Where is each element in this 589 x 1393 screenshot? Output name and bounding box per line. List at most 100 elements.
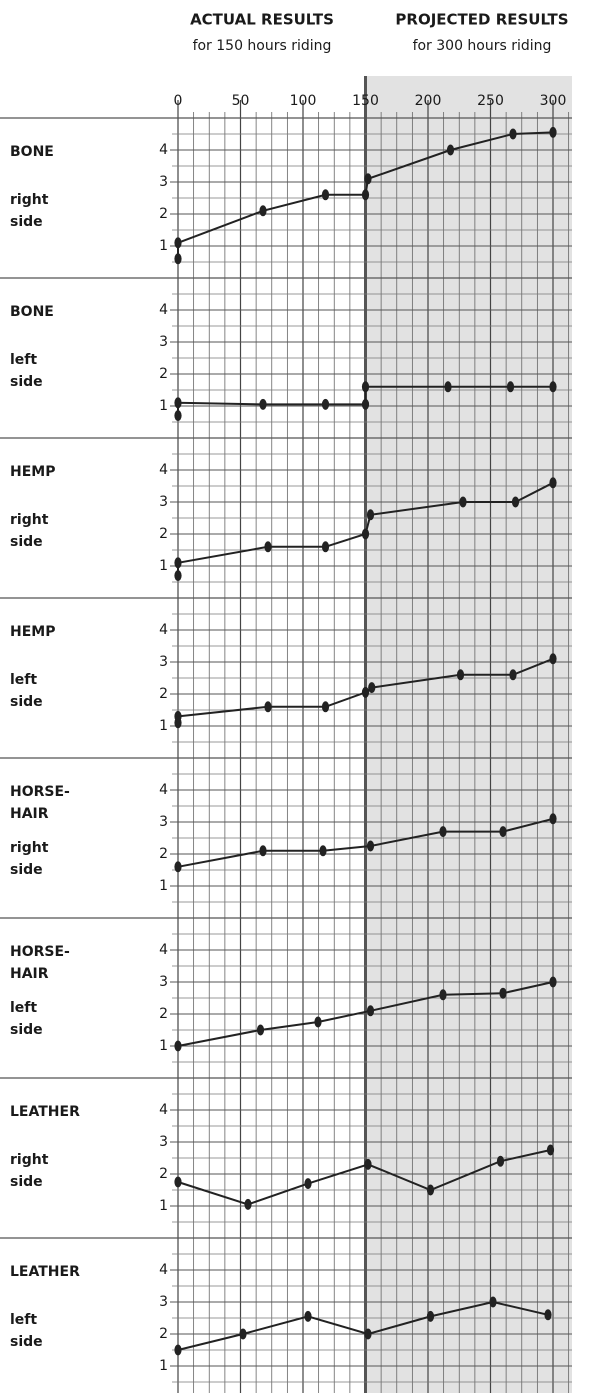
data-point — [361, 189, 370, 201]
panel-label: side — [10, 1174, 43, 1190]
data-point — [549, 976, 557, 988]
data-point — [264, 701, 272, 713]
data-point — [239, 1328, 247, 1340]
y-tick-label: 3 — [159, 1134, 168, 1150]
panel-label: side — [10, 374, 43, 390]
y-tick-label: 1 — [159, 558, 168, 574]
panel-label: left — [10, 352, 37, 368]
data-point — [366, 840, 375, 852]
data-point — [549, 653, 557, 665]
y-tick-label: 2 — [159, 1166, 168, 1182]
data-point — [361, 528, 370, 540]
panel-label: right — [10, 1152, 49, 1168]
y-tick-label: 4 — [159, 1102, 168, 1118]
actual-header: ACTUAL RESULTS — [190, 11, 334, 29]
data-point — [304, 1178, 312, 1190]
data-point — [304, 1310, 312, 1322]
data-point — [446, 144, 455, 156]
data-point — [549, 477, 557, 489]
y-tick-label: 2 — [159, 846, 168, 862]
data-point — [259, 205, 267, 217]
grid — [0, 76, 572, 1393]
panel-label: HORSE- — [10, 784, 70, 800]
actual-subheader: for 150 hours riding — [193, 38, 332, 54]
panel-label: HAIR — [10, 966, 49, 982]
panel-label: LEATHER — [10, 1104, 80, 1120]
y-tick-label: 3 — [159, 814, 168, 830]
y-tick-label: 1 — [159, 1198, 168, 1214]
data-point — [361, 381, 370, 393]
data-point — [544, 1309, 552, 1321]
data-point — [549, 381, 557, 393]
data-point — [174, 410, 182, 422]
data-point — [361, 398, 370, 410]
data-point — [426, 1310, 435, 1322]
panel-label: side — [10, 534, 43, 550]
data-point — [321, 701, 330, 713]
data-point — [489, 1296, 497, 1308]
panel-label: side — [10, 1022, 43, 1038]
y-tick-label: 1 — [159, 718, 168, 734]
y-tick-label: 2 — [159, 526, 168, 542]
y-tick-label: 3 — [159, 334, 168, 350]
y-tick-label: 2 — [159, 206, 168, 222]
data-point — [549, 126, 557, 138]
data-point — [439, 989, 447, 1001]
data-point — [321, 189, 330, 201]
data-point — [244, 1198, 252, 1210]
y-tick-label: 1 — [159, 878, 168, 894]
data-point — [174, 710, 182, 722]
panel-label: LEATHER — [10, 1264, 80, 1280]
data-point — [174, 861, 182, 873]
data-point — [456, 669, 465, 681]
data-point — [549, 813, 557, 825]
data-point — [259, 398, 267, 410]
data-point — [174, 253, 182, 265]
panel-label: side — [10, 1334, 43, 1350]
x-tick-label: 250 — [477, 93, 504, 109]
panel-label: HAIR — [10, 806, 49, 822]
y-tick-label: 1 — [159, 1038, 168, 1054]
data-point — [366, 1005, 375, 1017]
panel-label: HORSE- — [10, 944, 70, 960]
panel-label: HEMP — [10, 464, 55, 480]
data-point — [499, 987, 507, 999]
data-point — [264, 541, 272, 553]
marks — [174, 126, 557, 1356]
data-point — [499, 826, 507, 838]
data-point — [259, 845, 267, 857]
data-point — [364, 173, 372, 185]
x-tick-label: 200 — [415, 93, 442, 109]
data-point — [321, 541, 330, 553]
data-point — [319, 845, 327, 857]
y-tick-label: 4 — [159, 1262, 168, 1278]
projected-header: PROJECTED RESULTS — [395, 11, 568, 29]
panel-label: side — [10, 694, 43, 710]
data-point — [368, 682, 376, 694]
data-point — [174, 1176, 182, 1188]
y-tick-label: 2 — [159, 366, 168, 382]
panel-label: side — [10, 214, 43, 230]
panel-label: left — [10, 672, 37, 688]
data-point — [174, 397, 182, 409]
data-point — [364, 1158, 372, 1170]
data-point — [509, 128, 517, 140]
panel-label: side — [10, 862, 43, 878]
x-tick-label: 50 — [232, 93, 250, 109]
data-point — [174, 557, 182, 569]
panel-label: BONE — [10, 304, 54, 320]
panel-label: left — [10, 1312, 37, 1328]
x-tick-label: 150 — [352, 93, 379, 109]
panel-label: left — [10, 1000, 37, 1016]
data-point — [314, 1016, 322, 1028]
panel-label: HEMP — [10, 624, 55, 640]
y-tick-label: 3 — [159, 174, 168, 190]
data-point — [506, 381, 515, 393]
data-point — [426, 1184, 435, 1196]
data-point — [174, 1040, 182, 1052]
projected-subheader: for 300 hours riding — [413, 38, 552, 54]
y-tick-label: 4 — [159, 142, 168, 158]
y-tick-label: 4 — [159, 622, 168, 638]
